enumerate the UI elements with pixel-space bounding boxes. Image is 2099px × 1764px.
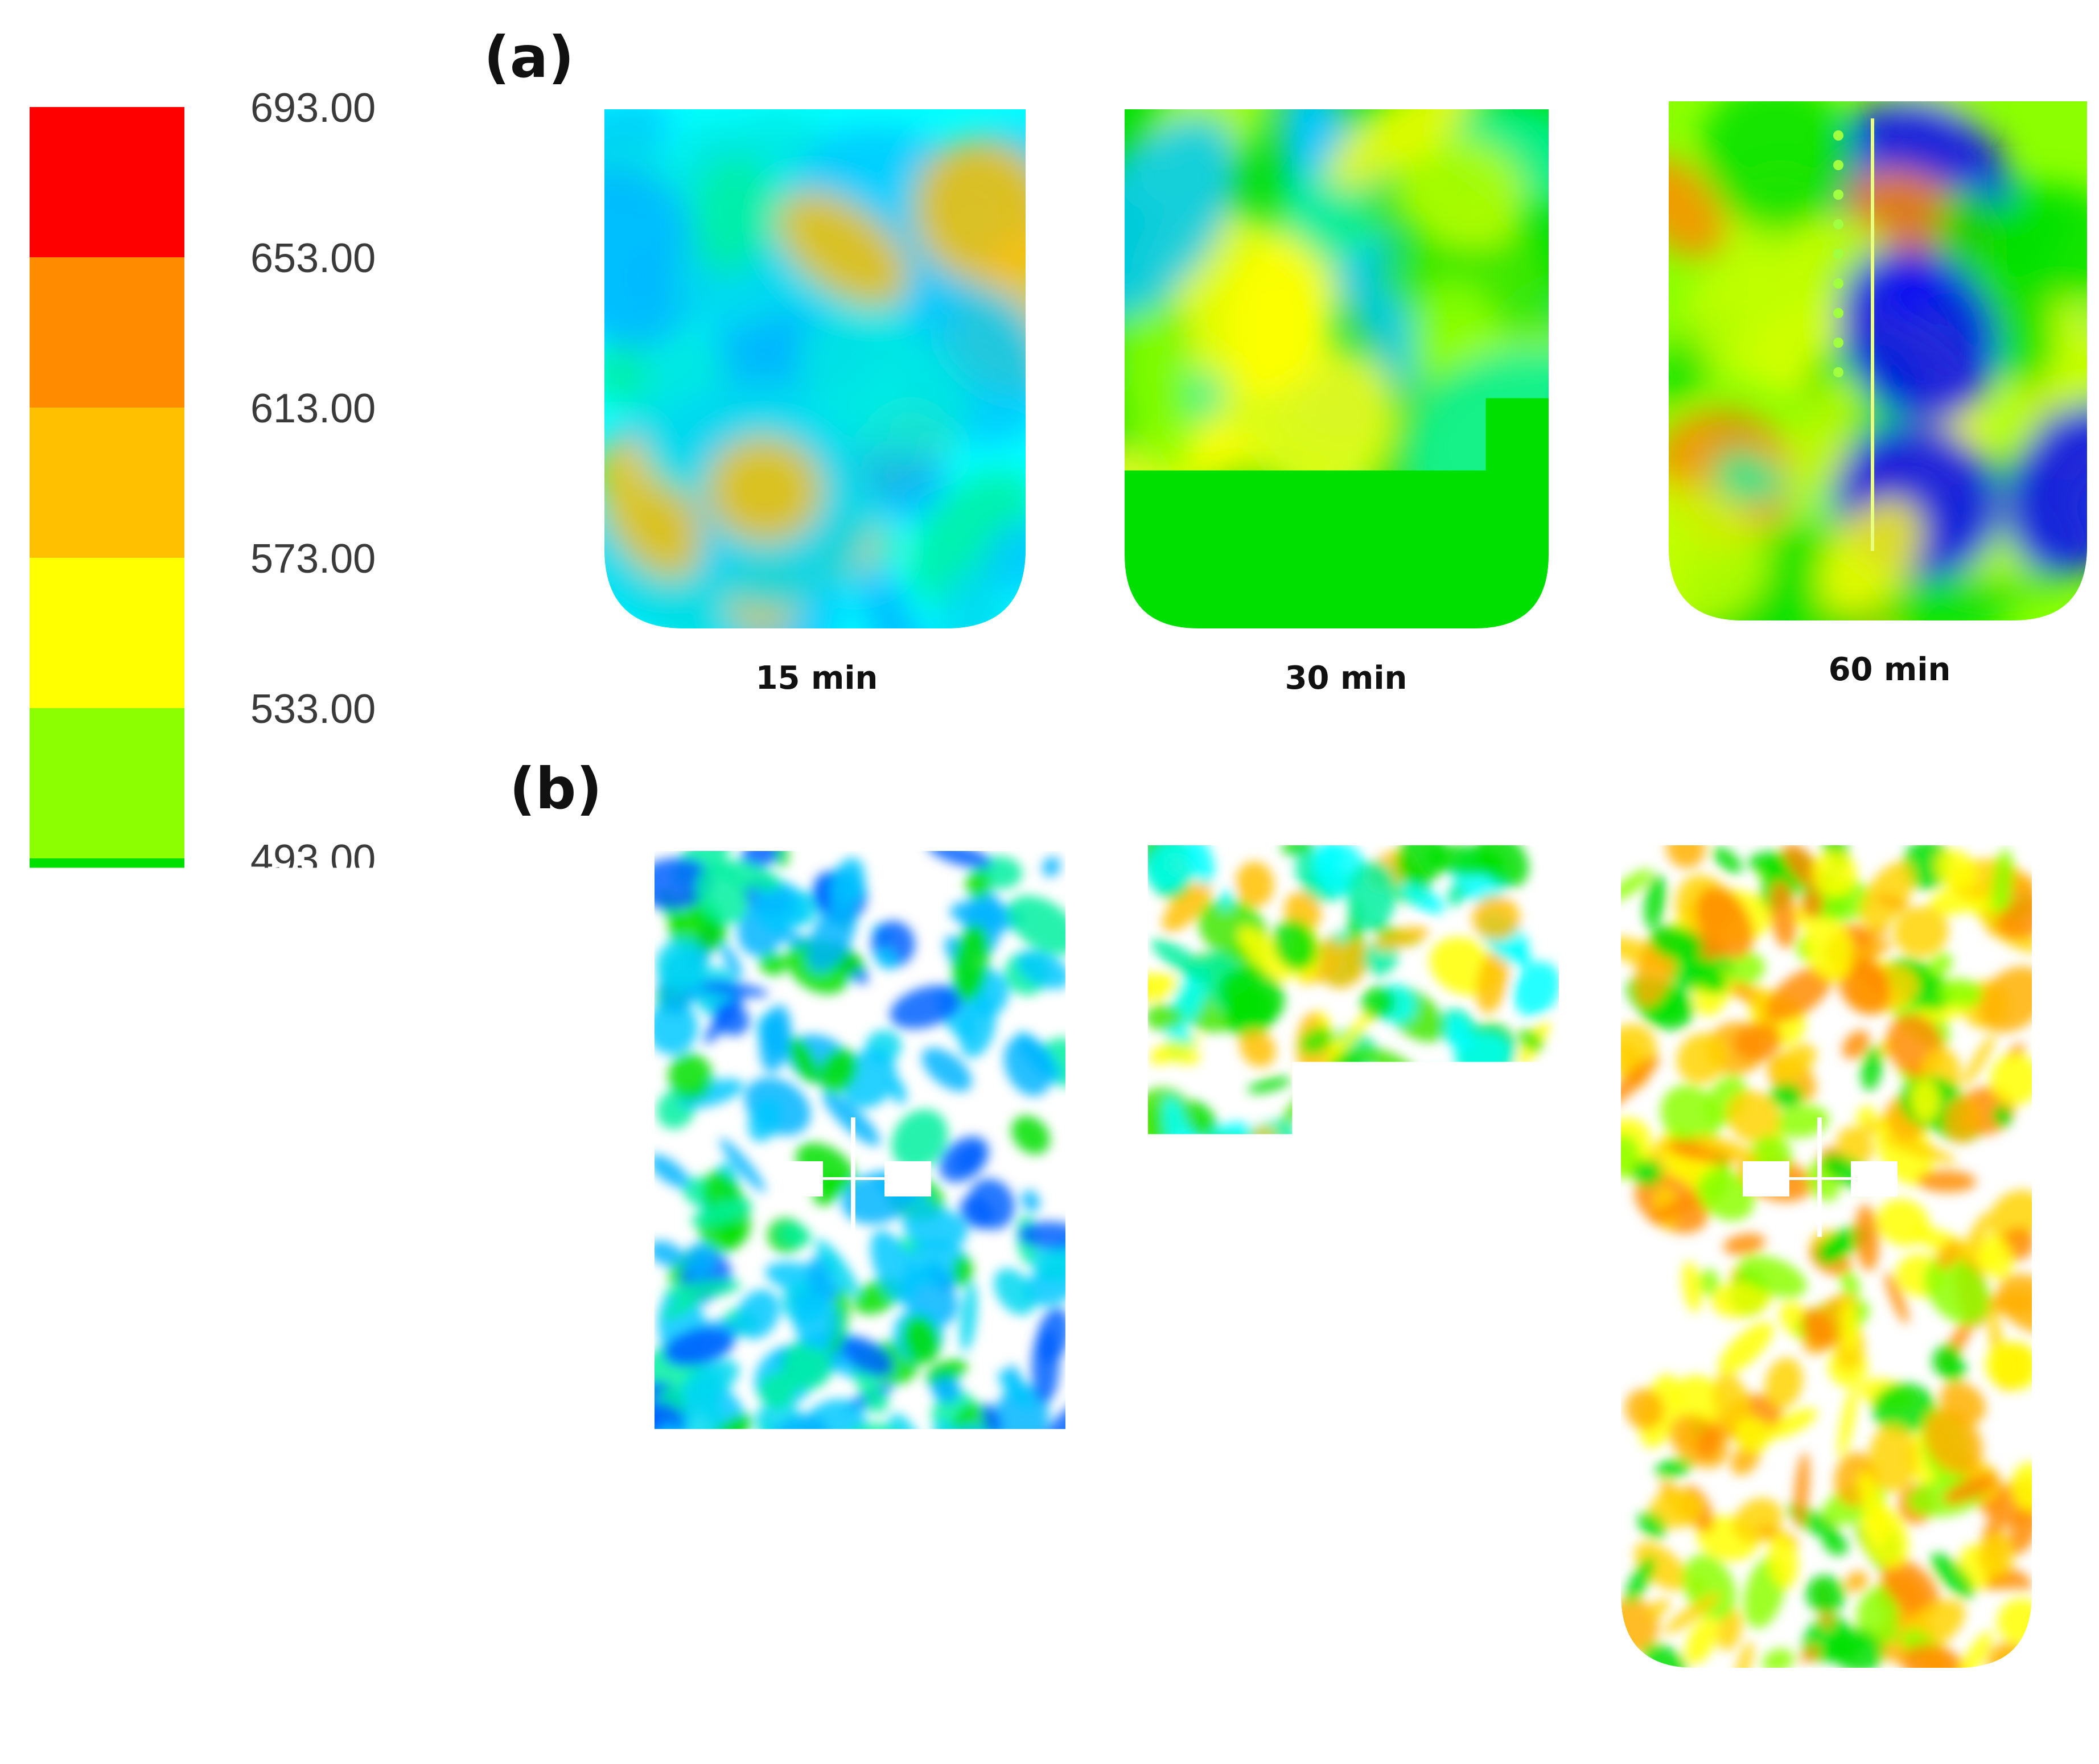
colorbar-segment — [30, 1159, 184, 1310]
colorbar-tick-label: 573.00 — [250, 536, 376, 582]
colorbar-segment — [30, 708, 184, 859]
panel-b-time-label-1: 15 min — [742, 1721, 864, 1758]
colorbar-segment — [30, 257, 184, 408]
colorbar — [30, 107, 184, 1610]
colorbar-segment — [30, 558, 184, 709]
colorbar-tick-label: 533.00 — [250, 686, 376, 732]
colorbar-segment — [30, 1459, 184, 1610]
colorbar-tick-label: 613.00 — [250, 386, 376, 431]
colorbar-tick-label: 373.00 — [250, 1288, 376, 1333]
panel-a — [528, 27, 2099, 733]
panel-b — [621, 816, 2076, 1706]
colorbar-segment — [30, 1309, 184, 1460]
panel-a-tank-2 — [1039, 27, 1642, 723]
colorbar-tick-label: 333.00 — [250, 1438, 376, 1483]
colorbar-tick-label: 453.00 — [250, 987, 376, 1033]
colorbar-tick-label: 413.00 — [250, 1137, 376, 1183]
colorbar-segment — [30, 107, 184, 258]
colorbar-segment — [30, 858, 184, 1009]
panel-a-time-label-3: 60 min — [1829, 651, 1951, 688]
panel-a-label: (a) — [484, 24, 574, 91]
panel-a-tank-1 — [528, 81, 1123, 716]
colorbar-tick-labels: 693.00 653.00 613.00 573.00 533.00 493.00 453.… — [250, 85, 376, 1634]
panel-b-tank-3 — [1587, 821, 2076, 1695]
panel-b-time-label-2: 30 min — [1274, 1718, 1396, 1755]
panel-a-time-label-1: 15 min — [756, 660, 878, 697]
panel-a-time-label-2: 30 min — [1285, 660, 1407, 697]
panel-b-label: (b) — [509, 755, 602, 822]
panel-b-tank-1 — [621, 820, 1104, 1707]
colorbar-segment — [30, 1009, 184, 1159]
colorbar-tick-label: 293.00 — [250, 1588, 376, 1634]
colorbar-tick-label: 653.00 — [250, 236, 376, 281]
panel-a-tank-3 — [1563, 52, 2099, 733]
panel-b-time-label-3: 60 min — [1766, 1717, 1888, 1754]
colorbar-segment — [30, 408, 184, 558]
panel-b-tank-2 — [1108, 816, 1586, 1703]
colorbar-tick-label: 493.00 — [250, 837, 376, 882]
colorbar-tick-label: 693.00 — [250, 85, 376, 131]
